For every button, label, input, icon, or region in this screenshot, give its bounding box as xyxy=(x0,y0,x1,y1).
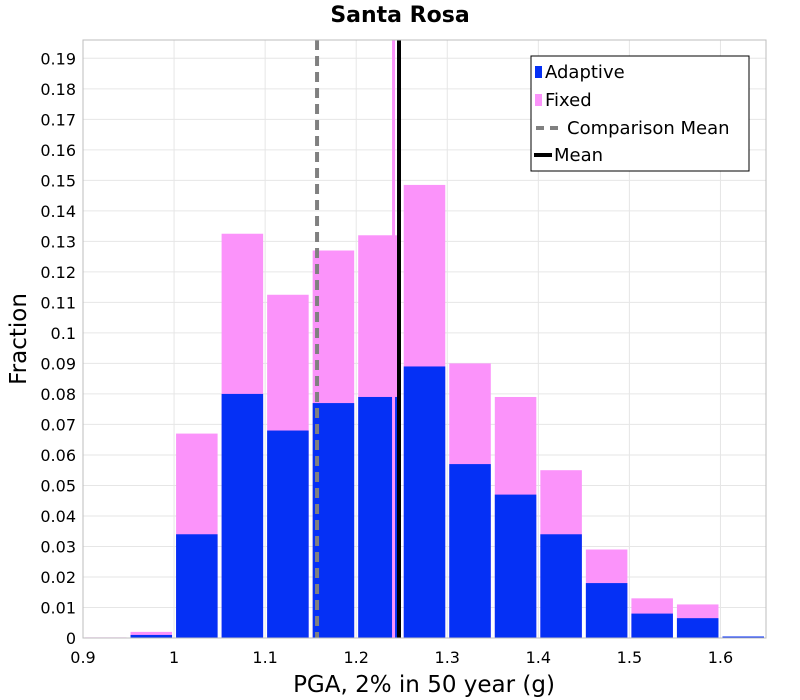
y-tick-label: 0.14 xyxy=(40,202,76,221)
y-tick-label: 0.01 xyxy=(40,598,76,617)
bar-adaptive xyxy=(221,393,264,638)
y-tick-label: 0 xyxy=(66,629,76,648)
y-tick-label: 0.09 xyxy=(40,354,76,373)
bar-adaptive xyxy=(676,618,719,638)
bar-adaptive xyxy=(494,494,537,638)
y-tick-label: 0.13 xyxy=(40,232,76,251)
bar-adaptive xyxy=(403,366,446,638)
x-tick-label: 1.4 xyxy=(526,648,551,667)
bar-adaptive xyxy=(176,534,218,638)
bar-adaptive xyxy=(312,403,355,638)
legend: Adaptive Fixed Comparison Mean Mean xyxy=(530,55,750,172)
legend-swatch-adaptive xyxy=(535,66,542,78)
y-tick-label: 0.1 xyxy=(51,324,76,343)
legend-swatch-fixed xyxy=(535,94,542,106)
y-tick-label: 0.18 xyxy=(40,80,76,99)
y-tick-label: 0.17 xyxy=(40,110,76,129)
y-axis-label: Fraction xyxy=(6,293,32,385)
y-tick-label: 0.06 xyxy=(40,446,76,465)
y-tick-label: 0.15 xyxy=(40,171,76,190)
legend-label-mean: Mean xyxy=(554,145,603,166)
y-tick-label: 0.03 xyxy=(40,537,76,556)
y-tick-label: 0.08 xyxy=(40,385,76,404)
bar-adaptive xyxy=(631,613,673,638)
x-axis-ticks: 0.9 1 1.1 1.2 1.3 1.4 1.5 1.6 xyxy=(70,648,733,667)
y-axis-ticks: 0 0.01 0.02 0.03 0.04 0.05 0.06 0.07 0.08 0.09 0.1… xyxy=(40,49,76,648)
x-tick-label: 1.2 xyxy=(343,648,368,667)
bar-adaptive xyxy=(540,534,582,638)
bar-adaptive xyxy=(130,634,173,638)
bars xyxy=(85,184,764,639)
y-tick-label: 0.11 xyxy=(40,293,76,312)
chart-title: Santa Rosa xyxy=(330,3,469,28)
y-tick-label: 0.05 xyxy=(40,476,76,495)
y-tick-label: 0.12 xyxy=(40,263,76,282)
y-tick-label: 0.16 xyxy=(40,141,76,160)
reference-lines xyxy=(315,40,402,638)
y-tick-label: 0.07 xyxy=(40,415,76,434)
bar-adaptive xyxy=(267,430,309,638)
plot-frame xyxy=(82,39,767,639)
legend-label-fixed: Fixed xyxy=(545,90,592,111)
legend-label-adaptive: Adaptive xyxy=(545,62,625,83)
bar-adaptive xyxy=(585,583,628,638)
x-tick-label: 1.5 xyxy=(617,648,642,667)
x-tick-label: 0.9 xyxy=(70,648,95,667)
y-tick-label: 0.19 xyxy=(40,49,76,68)
legend-label-comparison-mean: Comparison Mean xyxy=(567,118,730,139)
x-tick-label: 1.6 xyxy=(708,648,733,667)
x-tick-label: 1.1 xyxy=(252,648,277,667)
x-tick-label: 1.3 xyxy=(435,648,460,667)
x-tick-label: 1 xyxy=(169,648,179,667)
y-tick-label: 0.02 xyxy=(40,568,76,587)
y-tick-label: 0.04 xyxy=(40,507,76,526)
bar-adaptive xyxy=(449,464,491,638)
x-axis-label: PGA, 2% in 50 year (g) xyxy=(293,672,555,698)
bar-adaptive xyxy=(722,636,764,638)
legend-box xyxy=(530,55,750,172)
